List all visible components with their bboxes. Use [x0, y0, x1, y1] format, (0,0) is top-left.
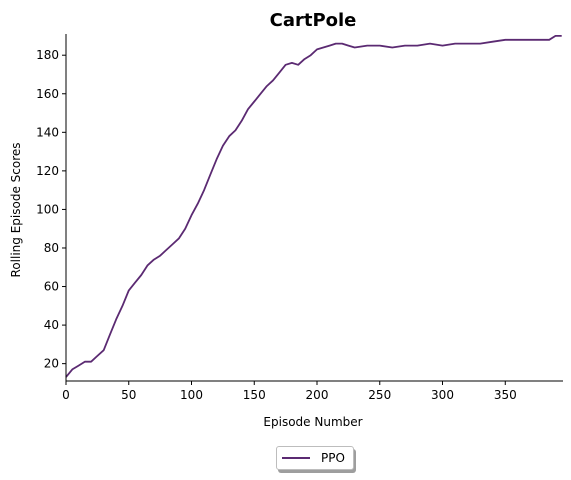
plot-area	[66, 36, 562, 377]
y-tick-label: 120	[36, 164, 59, 178]
x-axis-ticks: 0 50 100 150 200 250 300 350	[62, 381, 517, 402]
y-tick-label: 60	[44, 280, 59, 294]
chart-title: CartPole	[270, 10, 357, 31]
legend: PPO	[276, 446, 354, 470]
legend-line-ppo	[282, 457, 310, 459]
x-tick-label: 50	[121, 388, 136, 402]
x-tick-label: 200	[306, 388, 329, 402]
y-tick-label: 100	[36, 202, 59, 216]
y-tick-label: 40	[44, 318, 59, 332]
x-tick-label: 150	[243, 388, 266, 402]
x-tick-label: 0	[62, 388, 70, 402]
x-tick-label: 250	[368, 388, 391, 402]
y-tick-label: 20	[44, 357, 59, 371]
x-tick-label: 300	[431, 388, 454, 402]
y-tick-label: 140	[36, 125, 59, 139]
y-tick-label: 180	[36, 48, 59, 62]
series-line-ppo	[66, 36, 562, 377]
x-tick-label: 100	[180, 388, 203, 402]
legend-label-ppo: PPO	[321, 451, 345, 465]
x-tick-label: 350	[494, 388, 517, 402]
y-axis-label: Rolling Episode Scores	[9, 143, 23, 278]
y-tick-label: 160	[36, 87, 59, 101]
x-axis-label: Episode Number	[263, 415, 362, 429]
y-axis-ticks: 20 40 60 80 100 120 140 160 180	[36, 48, 66, 370]
y-tick-label: 80	[44, 241, 59, 255]
